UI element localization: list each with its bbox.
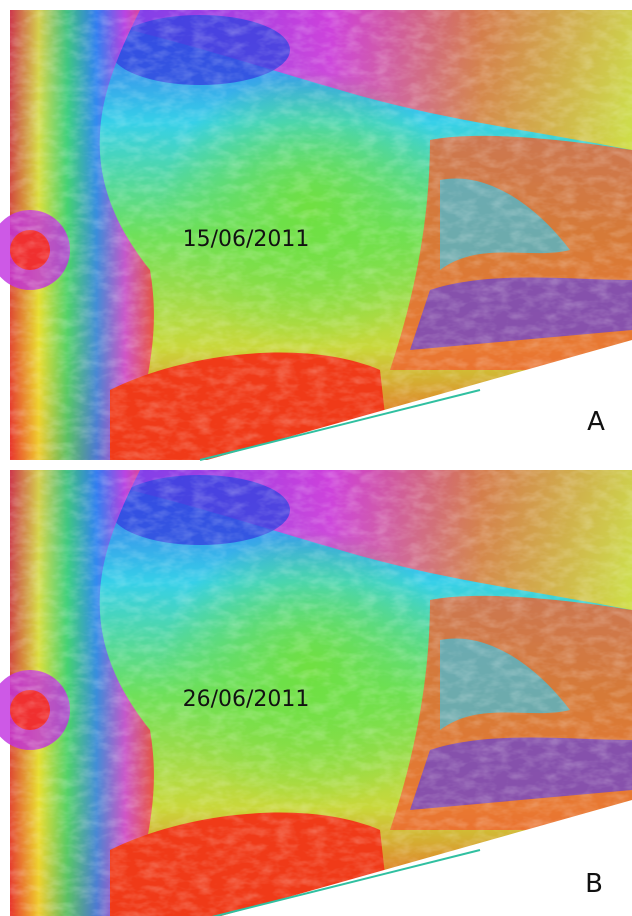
interferogram-b	[0, 470, 632, 916]
panel-label: B	[585, 869, 603, 899]
panel-label: A	[587, 407, 605, 437]
date-label: 15/06/2011	[183, 227, 310, 252]
date-label: 26/06/2011	[183, 687, 310, 712]
interferogram-a	[0, 10, 632, 462]
